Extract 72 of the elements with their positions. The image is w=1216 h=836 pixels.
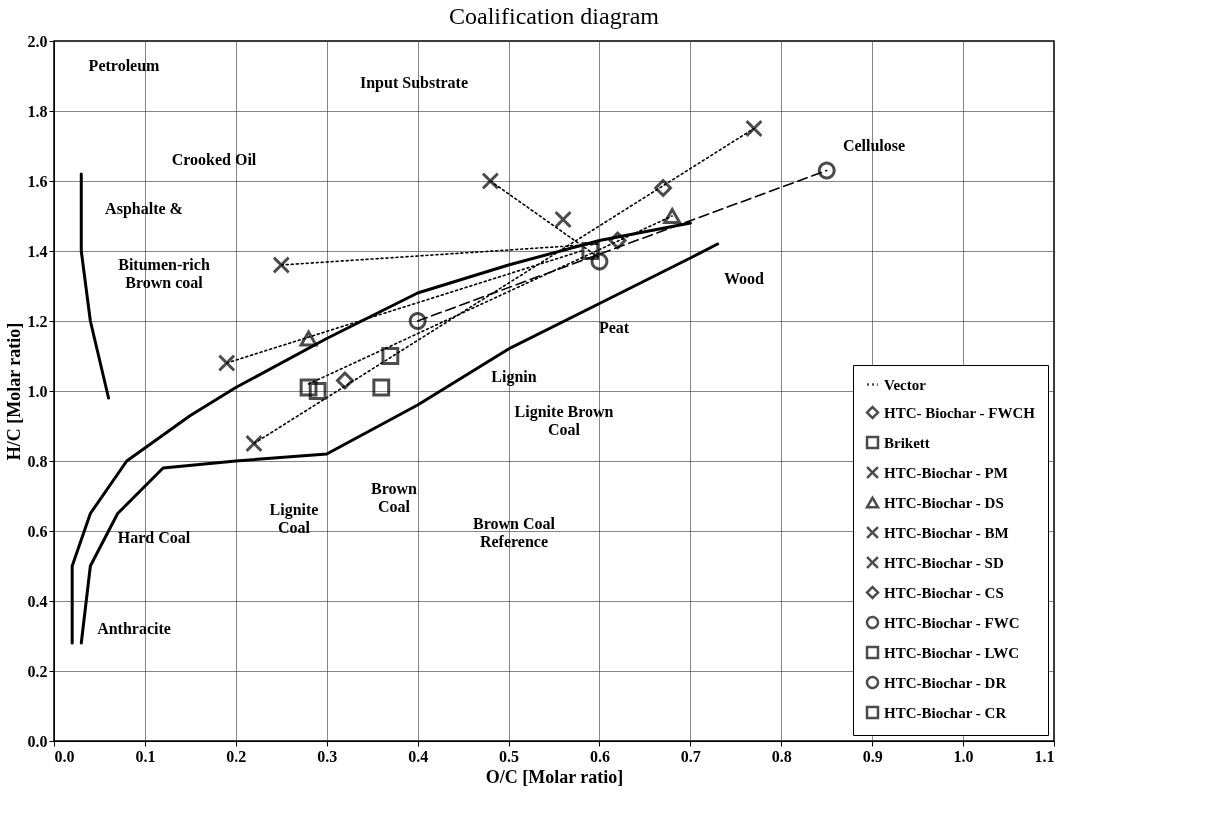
annotation: Lignin <box>491 368 537 386</box>
x-tick-label: 0.8 <box>771 747 792 765</box>
annotation: Asphalte & <box>105 200 183 218</box>
legend-label: HTC-Biochar - DR <box>884 674 1007 691</box>
x-tick-label: 1.0 <box>953 747 974 765</box>
annotation: Input Substrate <box>359 74 469 92</box>
legend-label: HTC-Biochar - BM <box>884 524 1009 541</box>
point <box>381 347 400 365</box>
annotation: Lignite Coal <box>269 501 319 536</box>
y-tick-label: 0.8 <box>27 452 48 470</box>
x-tick-label: 0.9 <box>862 747 883 765</box>
annotation: Hard Coal <box>117 529 191 546</box>
y-tick-label: 0.0 <box>27 732 48 750</box>
legend-label: HTC-Biochar - CR <box>884 704 1007 721</box>
annotation: Peat <box>598 319 630 336</box>
legend-label: HTC- Biochar - FWCH <box>884 404 1036 421</box>
annotation: Brown Coal <box>371 480 418 515</box>
point <box>335 371 354 390</box>
point <box>245 434 263 453</box>
x-axis-title: O/C [Molar ratio] <box>485 766 624 787</box>
point <box>654 179 673 197</box>
point <box>299 378 318 397</box>
annotation: Anthracite <box>97 620 171 637</box>
x-tick-label: 0.5 <box>499 747 520 765</box>
point <box>663 208 682 224</box>
legend-label: HTC-Biochar - SD <box>884 554 1004 571</box>
point <box>554 210 573 229</box>
y-tick-label: 1.4 <box>27 242 48 260</box>
y-tick-label: 0.6 <box>27 522 48 540</box>
annotation: Crooked Oil <box>171 151 257 168</box>
x-tick-label: 0.0 <box>54 747 75 765</box>
annotation: Lignite Brown Coal <box>514 403 614 438</box>
annotation: Cellulose <box>842 137 906 154</box>
x-tick-label: 0.6 <box>589 747 610 765</box>
x-tick-label: 0.7 <box>680 747 701 765</box>
y-tick-label: 0.4 <box>27 592 48 610</box>
x-tick-label: 0.2 <box>226 747 247 765</box>
point <box>272 256 291 274</box>
legend-label: HTC-Biochar - FWC <box>884 614 1020 631</box>
y-tick-label: 1.8 <box>27 102 48 120</box>
legend-label: HTC-Biochar - DS <box>884 494 1004 511</box>
annotation: Petroleum <box>88 56 161 74</box>
legend-label: HTC-Biochar - PM <box>884 464 1008 481</box>
point <box>408 312 427 330</box>
point <box>217 354 236 372</box>
y-tick-label: 1.0 <box>27 382 48 400</box>
legend-label: Brikett <box>884 434 930 451</box>
point <box>481 172 500 190</box>
point <box>308 382 327 400</box>
annotation: Brown Coal Reference <box>473 515 556 550</box>
chart-title: Coalification diagram <box>449 3 660 29</box>
legend-label: HTC-Biochar - CS <box>884 584 1004 601</box>
point <box>608 231 627 250</box>
y-tick-label: 0.2 <box>27 662 48 680</box>
point <box>299 330 318 347</box>
x-tick-label: 1.1 <box>1034 747 1055 765</box>
legend-label: Vector <box>884 376 927 393</box>
annotation: Bitumen-rich Brown coal <box>118 256 210 291</box>
annotation: Wood <box>723 270 765 287</box>
y-tick-label: 1.2 <box>27 312 48 330</box>
point <box>745 119 763 138</box>
point <box>581 242 600 260</box>
y-tick-label: 2.0 <box>27 32 48 50</box>
point <box>590 252 609 271</box>
point <box>817 161 836 180</box>
x-tick-label: 0.4 <box>408 747 429 765</box>
y-axis-title: H/C [Molar ratio] <box>3 322 24 461</box>
x-tick-label: 0.3 <box>317 747 338 765</box>
legend-label: HTC-Biochar - LWC <box>884 644 1020 661</box>
x-tick-label: 0.1 <box>135 747 156 765</box>
y-tick-label: 1.6 <box>27 172 48 190</box>
point <box>372 378 391 397</box>
